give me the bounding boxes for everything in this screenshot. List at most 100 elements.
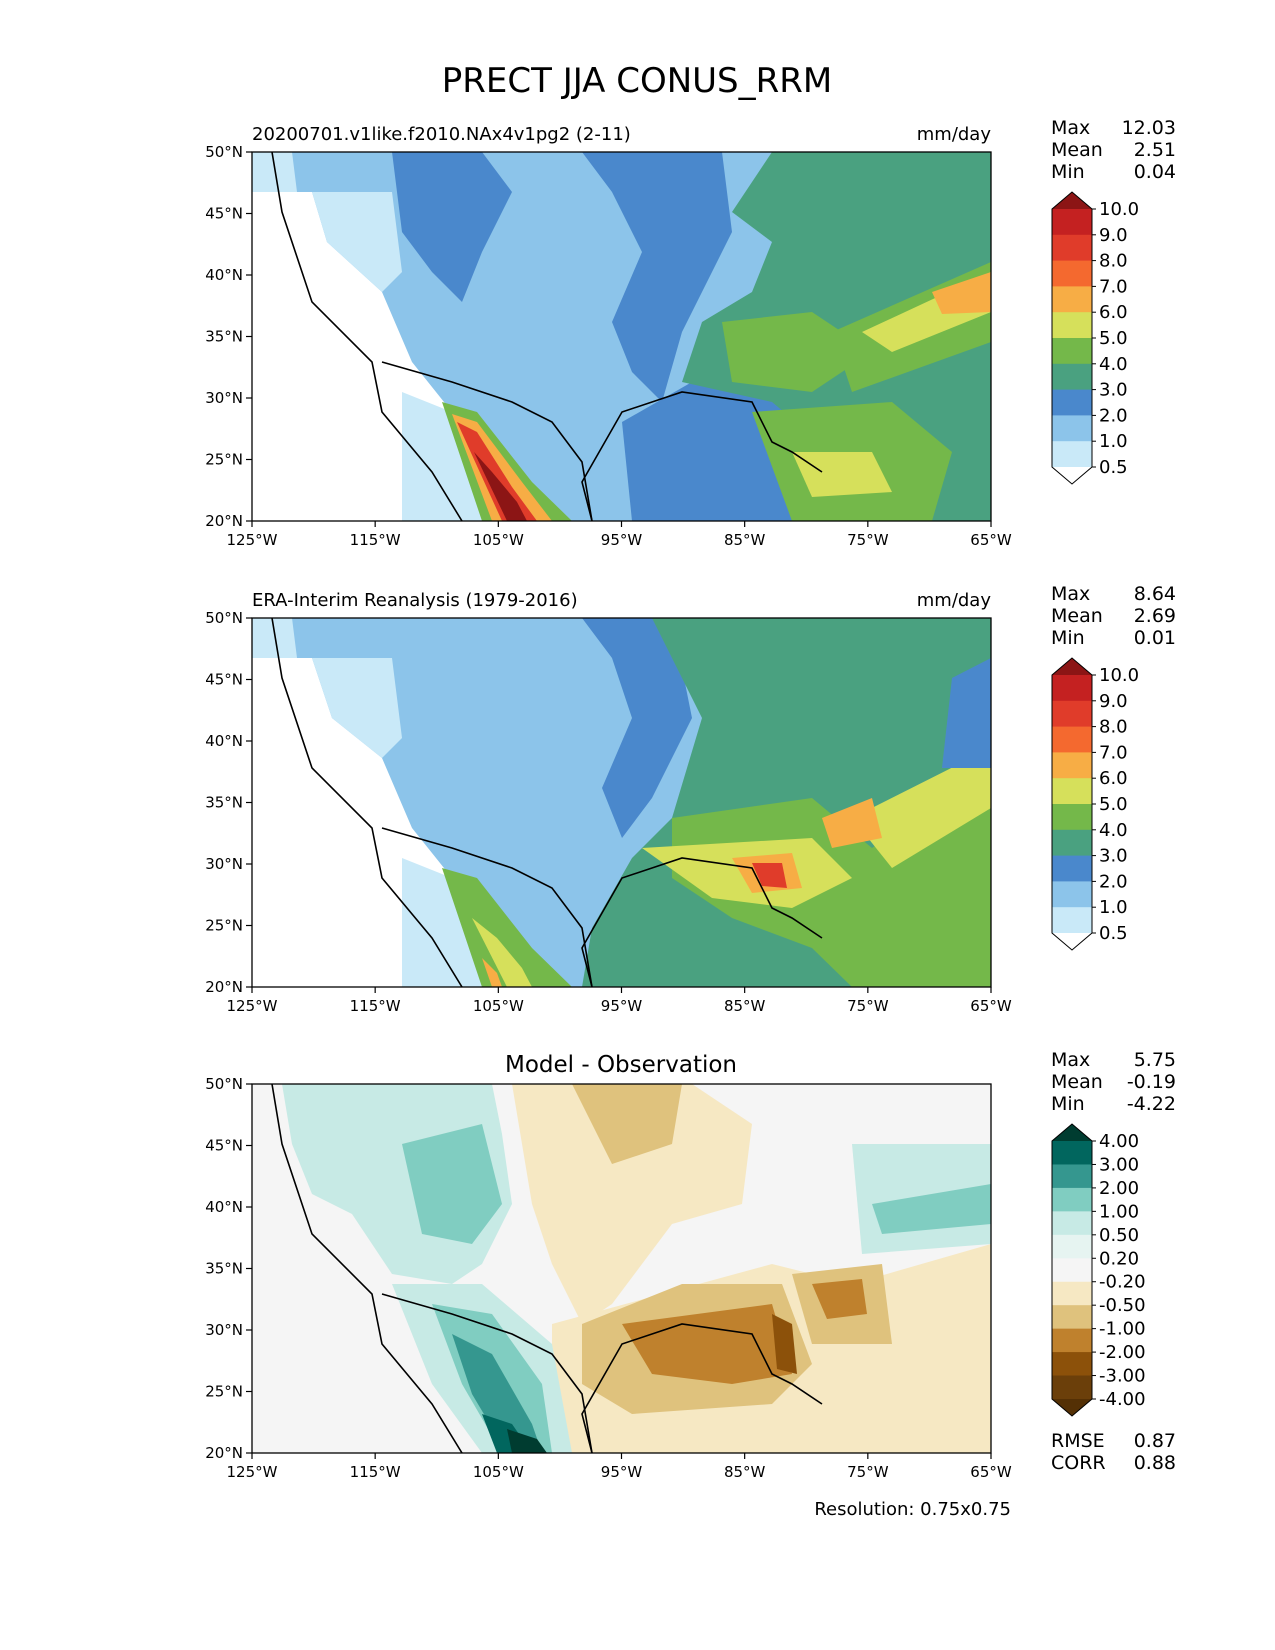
colorbar-label: 2.00 — [1099, 1178, 1139, 1199]
figure-title: PRECT JJA CONUS_RRM — [442, 61, 832, 101]
colorbar-label: 6.0 — [1099, 302, 1128, 323]
precip-field-model — [252, 152, 991, 521]
colorbar-extend-top — [1052, 658, 1092, 675]
lat-tick-label: 30°N — [205, 855, 243, 873]
colorbar-band — [1052, 312, 1092, 339]
lon-tick-label: 85°W — [724, 997, 766, 1015]
colorbar-label: -3.00 — [1099, 1366, 1146, 1387]
colorbar-label: 1.0 — [1099, 431, 1128, 452]
colorbar-label: 1.00 — [1099, 1201, 1139, 1222]
colorbar-label: 5.0 — [1099, 328, 1128, 349]
colorbar-extend-bottom — [1052, 1399, 1092, 1416]
colorbar-label: 2.0 — [1099, 405, 1128, 426]
colorbar-band — [1052, 855, 1092, 882]
stat-min-value: 0.04 — [1134, 161, 1176, 183]
lat-tick-label: 40°N — [205, 1198, 243, 1216]
precip-field-obs — [252, 618, 991, 987]
panel-units: mm/day — [917, 590, 992, 611]
panel-model: 50°N45°N40°N35°N30°N25°N20°N 125°W 115°W 1… — [205, 124, 1012, 549]
colorbar-label: 3.0 — [1099, 846, 1128, 867]
colorbar-band — [1052, 363, 1092, 391]
lon-tick-label: 85°W — [724, 1463, 766, 1481]
colorbar-band — [1052, 338, 1092, 365]
lat-tick-label: 40°N — [205, 732, 243, 750]
lat-tick-label: 20°N — [205, 1444, 243, 1462]
lat-ticks: 50°N 45°N 40°N 35°N 30°N 25°N 20°N — [205, 1075, 252, 1462]
panel-left-title: ERA-Interim Reanalysis (1979-2016) — [252, 590, 578, 611]
lon-tick-label: 95°W — [601, 1463, 643, 1481]
lat-tick-label: 25°N — [205, 917, 243, 935]
lon-tick-label: 125°W — [227, 531, 278, 549]
stat-mean-label: Mean — [1051, 139, 1103, 161]
colorbar-band — [1052, 415, 1092, 442]
colorbar-label: 9.0 — [1099, 691, 1128, 712]
colorbar-band — [1052, 1258, 1092, 1283]
colorbar-label: 1.0 — [1099, 897, 1128, 918]
colorbar-band — [1052, 286, 1092, 313]
colorbar-band — [1052, 907, 1092, 934]
colorbar-band — [1052, 1234, 1092, 1259]
lon-tick-label: 65°W — [970, 1463, 1012, 1481]
colorbar-label: 0.20 — [1099, 1248, 1139, 1269]
colorbar-label: 0.5 — [1099, 923, 1128, 944]
panel-diff: 50°N45°N40°N35°N30°N25°N20°N 125°W 115°W 1… — [205, 1052, 1012, 1481]
lat-tick-label: 20°N — [205, 512, 243, 530]
lat-tick-label: 20°N — [205, 978, 243, 996]
colorbar-label: 5.0 — [1099, 794, 1128, 815]
stat-max-value: 5.75 — [1134, 1049, 1176, 1071]
stat-max-label: Max — [1051, 117, 1090, 139]
colorbar-label: -1.00 — [1099, 1319, 1146, 1340]
colorbar-band — [1052, 1375, 1092, 1400]
colorbar-label: 8.0 — [1099, 251, 1128, 272]
colorbar-extend-top — [1052, 192, 1092, 209]
lat-ticks: 50°N 45°N 40°N 35°N 30°N 25°N 20°N — [205, 609, 252, 996]
colorbar-band — [1052, 881, 1092, 908]
colorbar-label: -4.00 — [1099, 1389, 1146, 1410]
rmse-label: RMSE — [1051, 1430, 1105, 1452]
colorbar-label: 4.0 — [1099, 354, 1128, 375]
colorbar-band — [1052, 234, 1092, 262]
lat-ticks: 50°N 45°N 40°N 35°N 30°N 25°N 20°N — [205, 143, 252, 530]
stat-max-value: 8.64 — [1134, 583, 1176, 605]
lat-tick-label: 25°N — [205, 451, 243, 469]
colorbar-label: 10.0 — [1099, 665, 1139, 686]
stat-min-value: 0.01 — [1134, 627, 1176, 649]
colorbar-band — [1052, 700, 1092, 728]
colorbar-extend-bottom — [1052, 467, 1092, 484]
corr-value: 0.88 — [1134, 1452, 1176, 1474]
panel-obs: 50°N45°N40°N35°N30°N25°N20°N 125°W 115°W 1… — [205, 590, 1012, 1015]
precip-field-diff — [252, 1084, 991, 1453]
colorbar-label: 7.0 — [1099, 276, 1128, 297]
lon-tick-label: 75°W — [847, 531, 889, 549]
lat-tick-label: 30°N — [205, 389, 243, 407]
lon-tick-label: 85°W — [724, 531, 766, 549]
stat-max-value: 12.03 — [1122, 117, 1176, 139]
panel-units: mm/day — [917, 124, 992, 145]
colorbar-label: 10.0 — [1099, 199, 1139, 220]
lon-tick-label: 125°W — [227, 1463, 278, 1481]
colorbar-band — [1052, 752, 1092, 779]
colorbar-label: 6.0 — [1099, 768, 1128, 789]
lon-tick-label: 75°W — [847, 1463, 889, 1481]
stats-obs: Max 8.64 Mean 2.69 Min 0.01 — [1051, 583, 1176, 649]
stats-model: Max 12.03 Mean 2.51 Min 0.04 — [1051, 117, 1176, 183]
colorbar-band — [1052, 675, 1092, 702]
stat-max-label: Max — [1051, 1049, 1090, 1071]
colorbar-label: 0.5 — [1099, 457, 1128, 478]
lon-tick-label: 115°W — [350, 531, 401, 549]
colorbar-band — [1052, 829, 1092, 857]
lon-ticks: 125°W 115°W 105°W 95°W 85°W 75°W 65°W — [227, 521, 1012, 549]
lon-tick-label: 105°W — [473, 531, 524, 549]
colorbar-band — [1052, 260, 1092, 287]
lat-tick-label: 30°N — [205, 1321, 243, 1339]
colorbar-band — [1052, 1305, 1092, 1330]
lon-tick-label: 75°W — [847, 997, 889, 1015]
colorbar-band — [1052, 1352, 1092, 1377]
colorbar-label: -0.20 — [1099, 1272, 1146, 1293]
colorbar-band — [1052, 1281, 1092, 1306]
colorbar-label: -0.50 — [1099, 1295, 1146, 1316]
stat-mean-value: -0.19 — [1127, 1071, 1176, 1093]
colorbar-label: 3.0 — [1099, 380, 1128, 401]
lat-tick-label: 50°N — [205, 143, 243, 161]
